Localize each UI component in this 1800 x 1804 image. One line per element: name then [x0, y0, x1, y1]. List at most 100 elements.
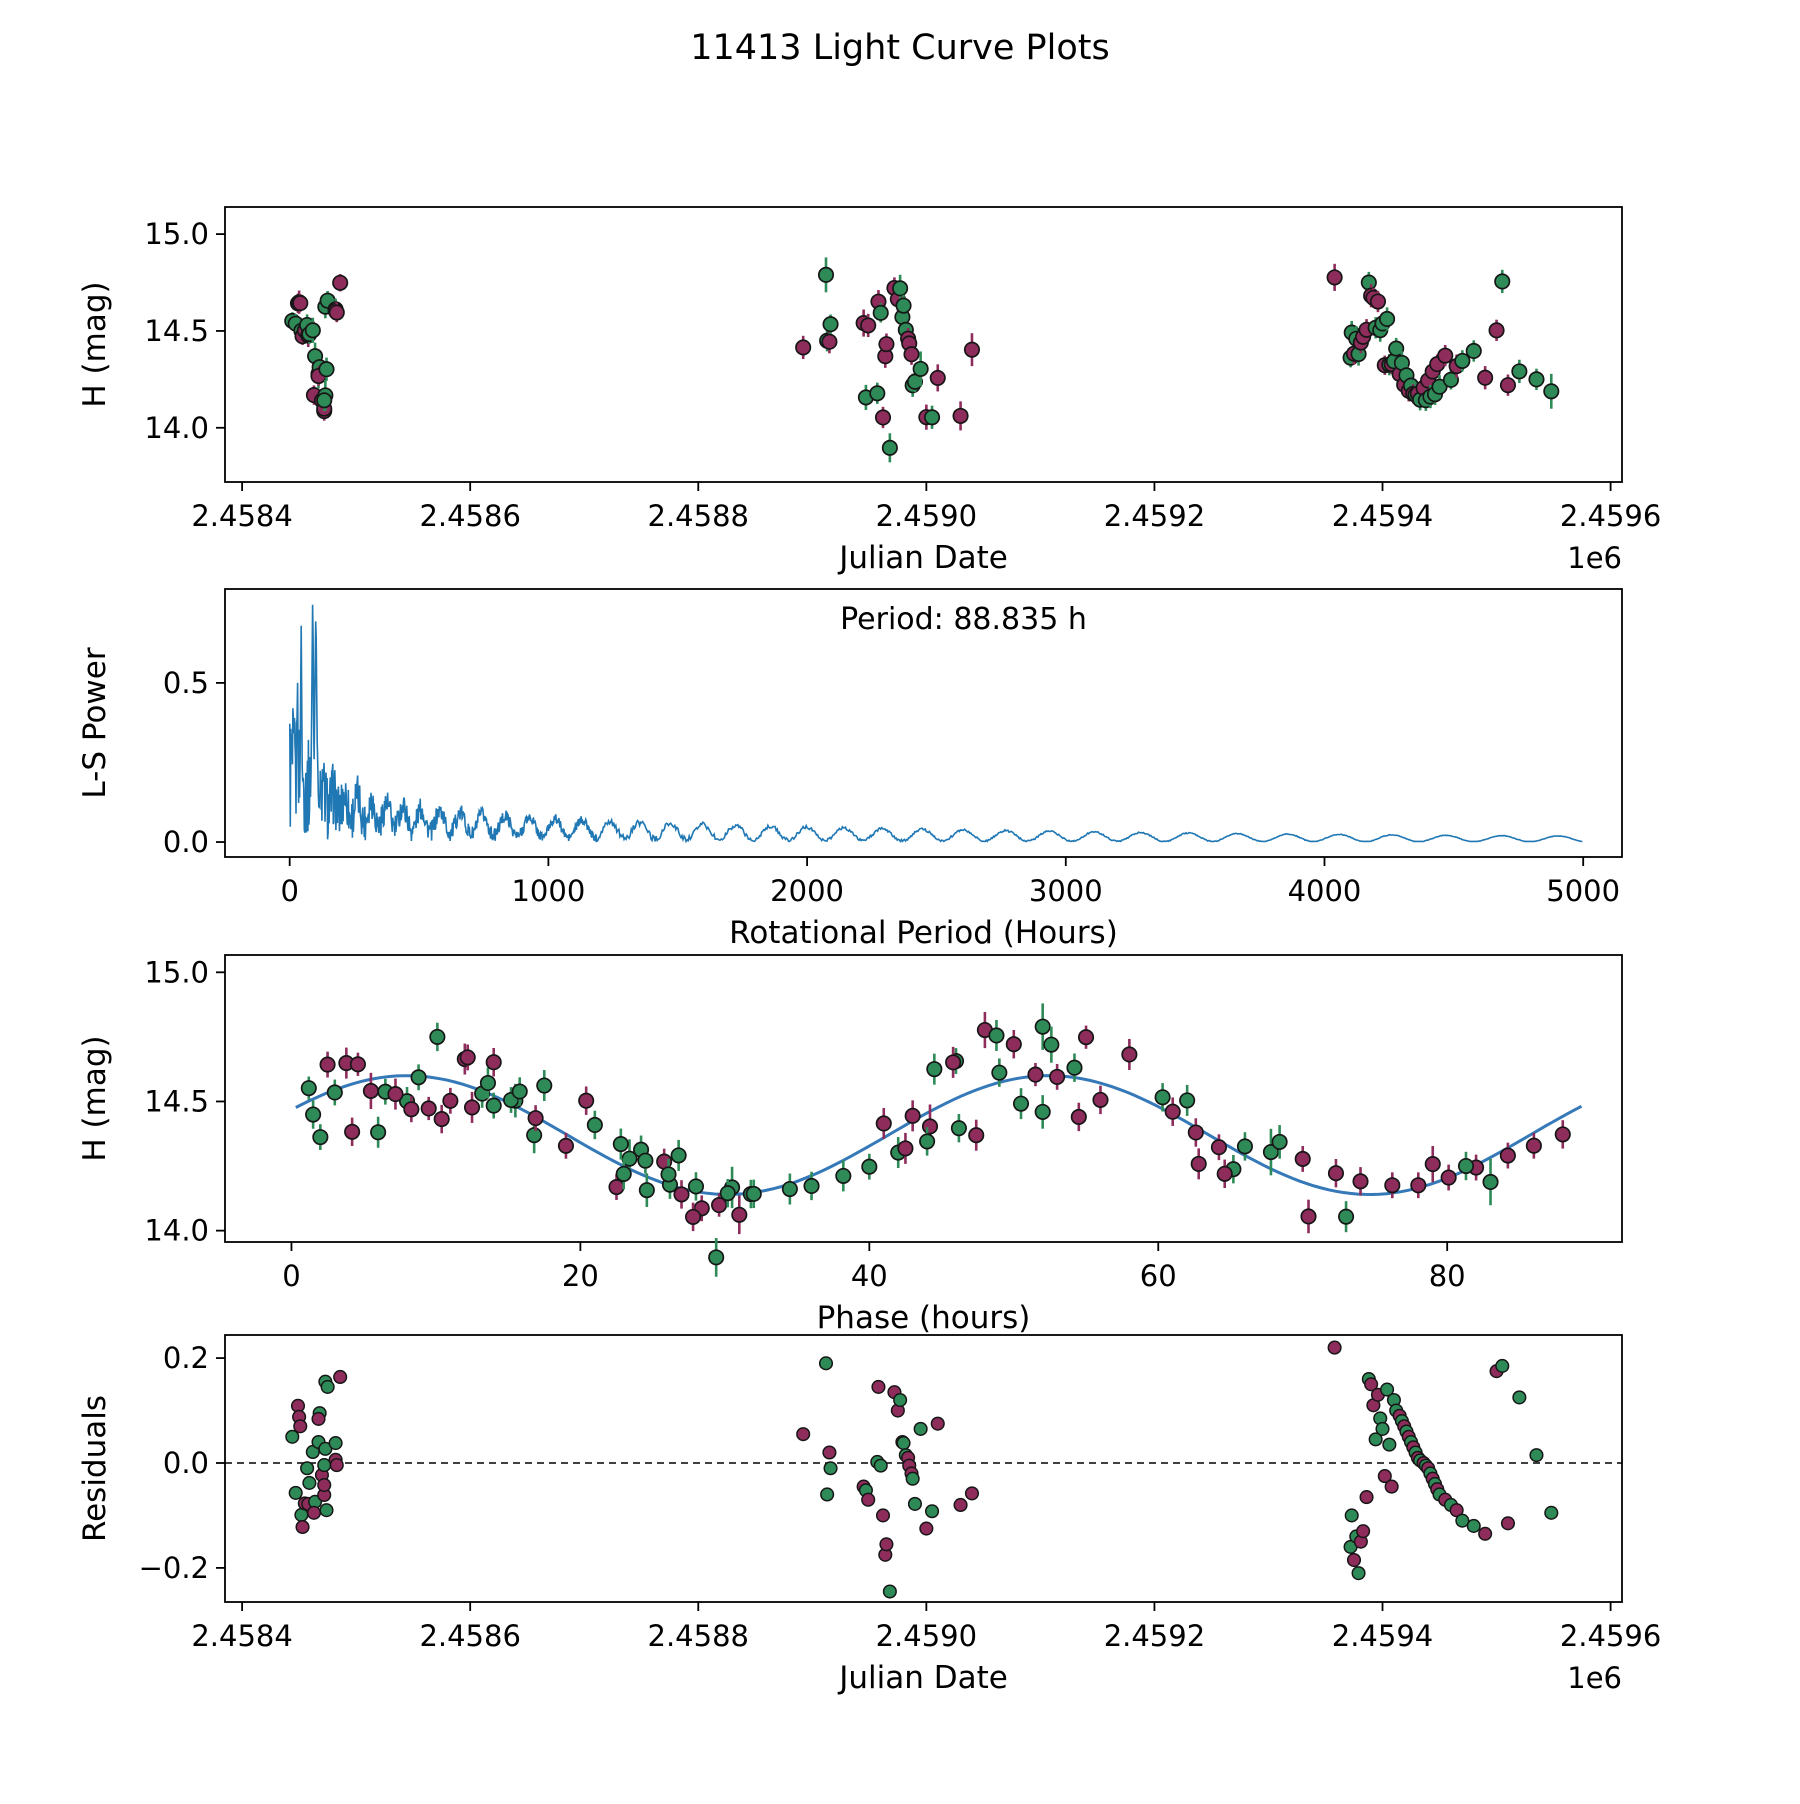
- x-tick-label: 2.4590: [876, 499, 977, 533]
- x-tick-label: 2.4586: [419, 499, 520, 533]
- green-data-point: [1528, 371, 1545, 388]
- purple-data-point: [403, 1101, 420, 1118]
- purple-data-point: [317, 1477, 332, 1493]
- green-data-point: [745, 1185, 762, 1202]
- green-data-point: [1179, 1092, 1196, 1109]
- green-data-point: [1442, 371, 1459, 388]
- green-data-point: [615, 1165, 632, 1182]
- purple-data-point: [897, 1140, 914, 1157]
- purple-data-point: [685, 1208, 702, 1225]
- x-axis-label: Rotational Period (Hours): [729, 915, 1118, 951]
- green-data-point: [1482, 1173, 1499, 1191]
- x-tick-label: 2.4594: [1332, 1619, 1433, 1653]
- x-tick-label: 2.4596: [1560, 499, 1661, 533]
- green-data-point: [302, 1475, 317, 1490]
- x-tick-label: 40: [851, 1259, 888, 1293]
- plot-frame-light_curve_jd: [224, 206, 1623, 483]
- purple-data-point: [919, 1521, 934, 1536]
- y-tick-label: 14.0: [144, 411, 209, 445]
- green-data-point: [1043, 1036, 1060, 1053]
- x-axis-offset-label: 1e6: [1567, 541, 1622, 575]
- purple-data-point: [1164, 1103, 1181, 1120]
- purple-data-point: [673, 1186, 690, 1203]
- purple-data-point: [295, 1519, 310, 1535]
- subplot-residuals: 2.4584 2.4586 2.4588 2.4590 2.4592 2.4594 2.45…: [77, 1334, 1661, 1696]
- purple-data-point: [1384, 1479, 1399, 1494]
- green-data-point: [1360, 274, 1377, 291]
- green-data-point: [881, 439, 898, 456]
- x-tick-label: 2.4584: [191, 1619, 292, 1653]
- green-data-point: [708, 1249, 725, 1266]
- green-data-point: [660, 1166, 677, 1183]
- green-data-point: [912, 360, 929, 377]
- green-data-point: [638, 1182, 655, 1199]
- green-data-point: [869, 385, 886, 402]
- x-tick-label: 2000: [770, 874, 844, 908]
- purple-data-point: [953, 1497, 968, 1513]
- purple-data-point: [1477, 369, 1494, 386]
- purple-data-point: [1364, 1377, 1379, 1392]
- green-data-point: [926, 1061, 943, 1078]
- purple-data-point: [921, 1118, 939, 1135]
- green-data-point: [318, 361, 335, 378]
- green-data-point: [1457, 1157, 1475, 1175]
- green-data-point: [893, 1392, 908, 1408]
- purple-data-point: [557, 1137, 574, 1154]
- green-data-point: [1512, 1390, 1527, 1405]
- purple-data-point: [292, 295, 309, 312]
- green-data-point: [892, 280, 909, 297]
- purple-data-point: [433, 1111, 450, 1128]
- purple-data-point: [1326, 269, 1343, 286]
- green-data-point: [1034, 1103, 1051, 1120]
- green-data-point: [895, 297, 912, 314]
- green-data-point: [803, 1177, 820, 1195]
- green-data-point: [781, 1180, 798, 1198]
- x-tick-label: 2.4592: [1104, 499, 1205, 533]
- x-tick-label: 2.4588: [648, 1619, 749, 1653]
- periodogram-line: [289, 604, 1583, 844]
- green-data-point: [1495, 1358, 1510, 1373]
- purple-data-point: [1187, 1124, 1204, 1141]
- purple-data-point: [861, 1492, 876, 1507]
- x-tick-label: 2.4592: [1104, 1619, 1205, 1653]
- purple-data-point: [344, 1123, 361, 1140]
- purple-data-point: [442, 1092, 459, 1109]
- green-data-point: [1466, 1518, 1481, 1533]
- purple-data-point: [711, 1197, 728, 1214]
- purple-data-point: [796, 1427, 811, 1442]
- purple-data-point: [903, 346, 920, 363]
- x-tick-label: 4000: [1288, 874, 1362, 908]
- green-data-point: [1236, 1138, 1253, 1155]
- purple-data-point: [1437, 347, 1454, 364]
- purple-data-point: [964, 1486, 980, 1501]
- purple-data-point: [1346, 1552, 1362, 1568]
- purple-data-point: [821, 333, 838, 350]
- purple-data-point: [1190, 1155, 1207, 1172]
- x-axis-label: Julian Date: [837, 1660, 1008, 1696]
- green-data-point: [536, 1077, 553, 1094]
- x-tick-label: 5000: [1546, 874, 1620, 908]
- y-tick-label: 0.0: [163, 1446, 209, 1480]
- green-data-point: [835, 1167, 852, 1184]
- green-data-point: [919, 1133, 936, 1150]
- green-data-point: [1344, 1508, 1359, 1523]
- green-data-point: [1380, 1382, 1395, 1397]
- purple-data-point: [1377, 1469, 1392, 1484]
- green-data-point: [896, 1436, 911, 1451]
- green-data-point: [1338, 1208, 1355, 1225]
- purple-data-point: [1410, 1177, 1427, 1194]
- plot-frame-phase_folded: [224, 954, 1623, 1243]
- x-tick-label: 3000: [1029, 874, 1103, 908]
- x-tick-label: 2.4590: [876, 1619, 977, 1653]
- purple-data-point: [731, 1206, 748, 1223]
- y-axis-label: H (mag): [77, 281, 113, 407]
- purple-data-point: [968, 1127, 985, 1144]
- purple-data-point: [860, 317, 877, 334]
- purple-data-point: [329, 1458, 344, 1473]
- x-axis-label: Phase (hours): [817, 1300, 1031, 1336]
- green-data-point: [1465, 342, 1482, 360]
- purple-data-point: [1369, 293, 1387, 310]
- green-data-point: [1368, 1432, 1383, 1447]
- purple-data-point: [1384, 1177, 1401, 1194]
- purple-data-point: [349, 1056, 366, 1073]
